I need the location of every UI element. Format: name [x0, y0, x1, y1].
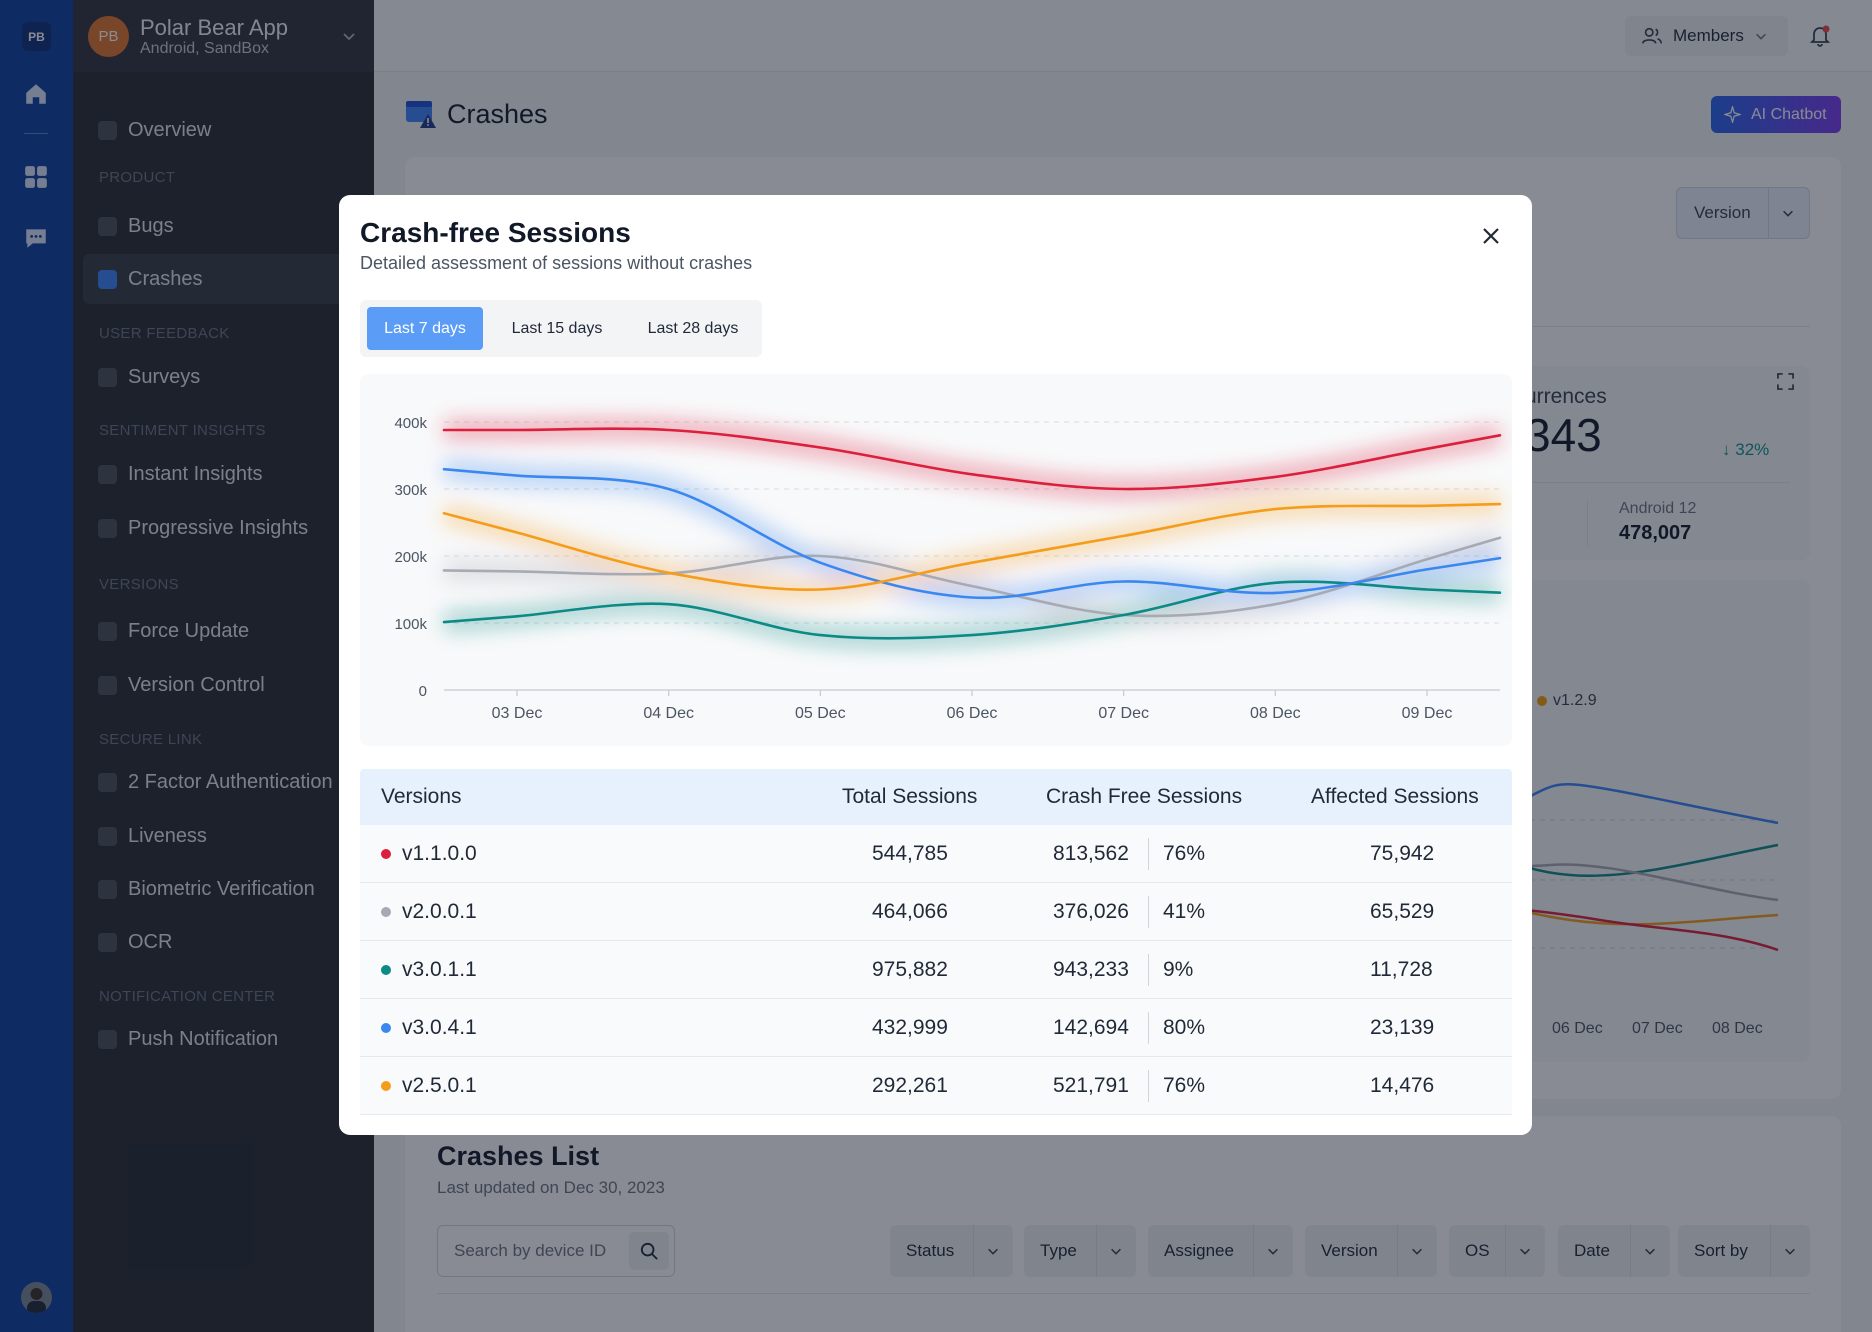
affected-sessions-cell: 11,728: [1370, 958, 1433, 981]
series-line: [442, 427, 1502, 491]
crash-free-cell: 943,233: [1053, 958, 1129, 981]
crash-free-percent: 41%: [1163, 900, 1206, 923]
y-tick-label: 100k: [394, 616, 427, 633]
crash-free-percent: 76%: [1163, 1074, 1206, 1097]
table-row[interactable]: v1.1.0.0 544,785 813,562 76% 75,942: [360, 825, 1512, 883]
table-row[interactable]: v2.5.0.1 292,261 521,791 76% 14,476: [360, 1057, 1512, 1115]
x-tick-label: 04 Dec: [643, 705, 694, 722]
total-sessions-cell: 464,066: [872, 900, 948, 923]
crash-free-sessions-chart: 0 100k 200k 300k 400k 03 Dec 04 Dec 05 Dec 06 De…: [394, 415, 1503, 722]
x-tick-label: 08 Dec: [1250, 705, 1301, 722]
range-last-7-days[interactable]: Last 7 days: [367, 307, 483, 350]
x-tick-label: 06 Dec: [947, 705, 998, 722]
crash-free-cell: 813,562: [1053, 842, 1129, 865]
chart-panel: 0 100k 200k 300k 400k 03 Dec 04 Dec 05 Dec 06 De…: [360, 374, 1512, 746]
version-color-dot: [381, 1081, 391, 1091]
modal-title: Crash-free Sessions: [360, 217, 631, 248]
version-color-dot: [381, 1023, 391, 1033]
total-sessions-cell: 544,785: [872, 842, 948, 865]
total-sessions-cell: 432,999: [872, 1016, 948, 1039]
version-color-dot: [381, 965, 391, 975]
crash-free-percent: 76%: [1163, 842, 1206, 865]
y-tick-label: 200k: [394, 549, 427, 566]
table-header: Versions Total Sessions Crash Free Sessi…: [360, 769, 1512, 825]
version-cell: v2.5.0.1: [402, 1074, 477, 1097]
cell-divider: [1148, 1012, 1149, 1044]
version-cell: v3.0.4.1: [402, 1016, 477, 1039]
close-icon[interactable]: [1479, 224, 1503, 248]
version-cell: v2.0.0.1: [402, 900, 477, 923]
date-range-selector: Last 7 days Last 15 days Last 28 days: [360, 300, 762, 357]
cell-divider: [1148, 1070, 1149, 1102]
affected-sessions-cell: 75,942: [1370, 842, 1435, 865]
affected-sessions-cell: 65,529: [1370, 900, 1435, 923]
y-tick-label: 0: [419, 683, 427, 700]
x-tick-label: 03 Dec: [492, 705, 543, 722]
version-color-dot: [381, 849, 391, 859]
header-total-sessions[interactable]: Total Sessions: [842, 785, 978, 808]
table-row[interactable]: v3.0.1.1 975,882 943,233 9% 11,728: [360, 941, 1512, 999]
total-sessions-cell: 292,261: [872, 1074, 948, 1097]
table-row[interactable]: v2.0.0.1 464,066 376,026 41% 65,529: [360, 883, 1512, 941]
version-cell: v1.1.0.0: [402, 842, 477, 865]
crash-free-percent: 80%: [1163, 1016, 1206, 1039]
crash-free-percent: 9%: [1163, 958, 1194, 981]
cell-divider: [1148, 896, 1149, 928]
affected-sessions-cell: 14,476: [1370, 1074, 1435, 1097]
cell-divider: [1148, 954, 1149, 986]
crash-free-cell: 376,026: [1053, 900, 1129, 923]
crash-free-cell: 521,791: [1053, 1074, 1129, 1097]
version-cell: v3.0.1.1: [402, 958, 477, 981]
x-tick-label: 05 Dec: [795, 705, 846, 722]
header-versions[interactable]: Versions: [381, 785, 462, 808]
series-line: [442, 502, 1502, 592]
affected-sessions-cell: 23,139: [1370, 1016, 1435, 1039]
table-row[interactable]: v3.0.4.1 432,999 142,694 80% 23,139: [360, 999, 1512, 1057]
header-crash-free-sessions[interactable]: Crash Free Sessions: [1046, 785, 1243, 808]
x-tick-label: 07 Dec: [1098, 705, 1149, 722]
crash-free-cell: 142,694: [1053, 1016, 1129, 1039]
version-color-dot: [381, 907, 391, 917]
cell-divider: [1148, 838, 1149, 870]
header-affected-sessions[interactable]: Affected Sessions: [1311, 785, 1479, 808]
range-last-28-days[interactable]: Last 28 days: [647, 319, 739, 337]
total-sessions-cell: 975,882: [872, 958, 948, 981]
series-line: [442, 467, 1502, 600]
crash-free-sessions-modal: Crash-free Sessions Detailed assessment …: [339, 195, 1532, 1135]
x-tick-label: 09 Dec: [1402, 705, 1453, 722]
modal-subtitle: Detailed assessment of sessions without …: [360, 253, 753, 273]
y-tick-label: 400k: [394, 415, 427, 432]
y-tick-label: 300k: [394, 482, 427, 499]
range-last-15-days[interactable]: Last 15 days: [511, 319, 603, 337]
